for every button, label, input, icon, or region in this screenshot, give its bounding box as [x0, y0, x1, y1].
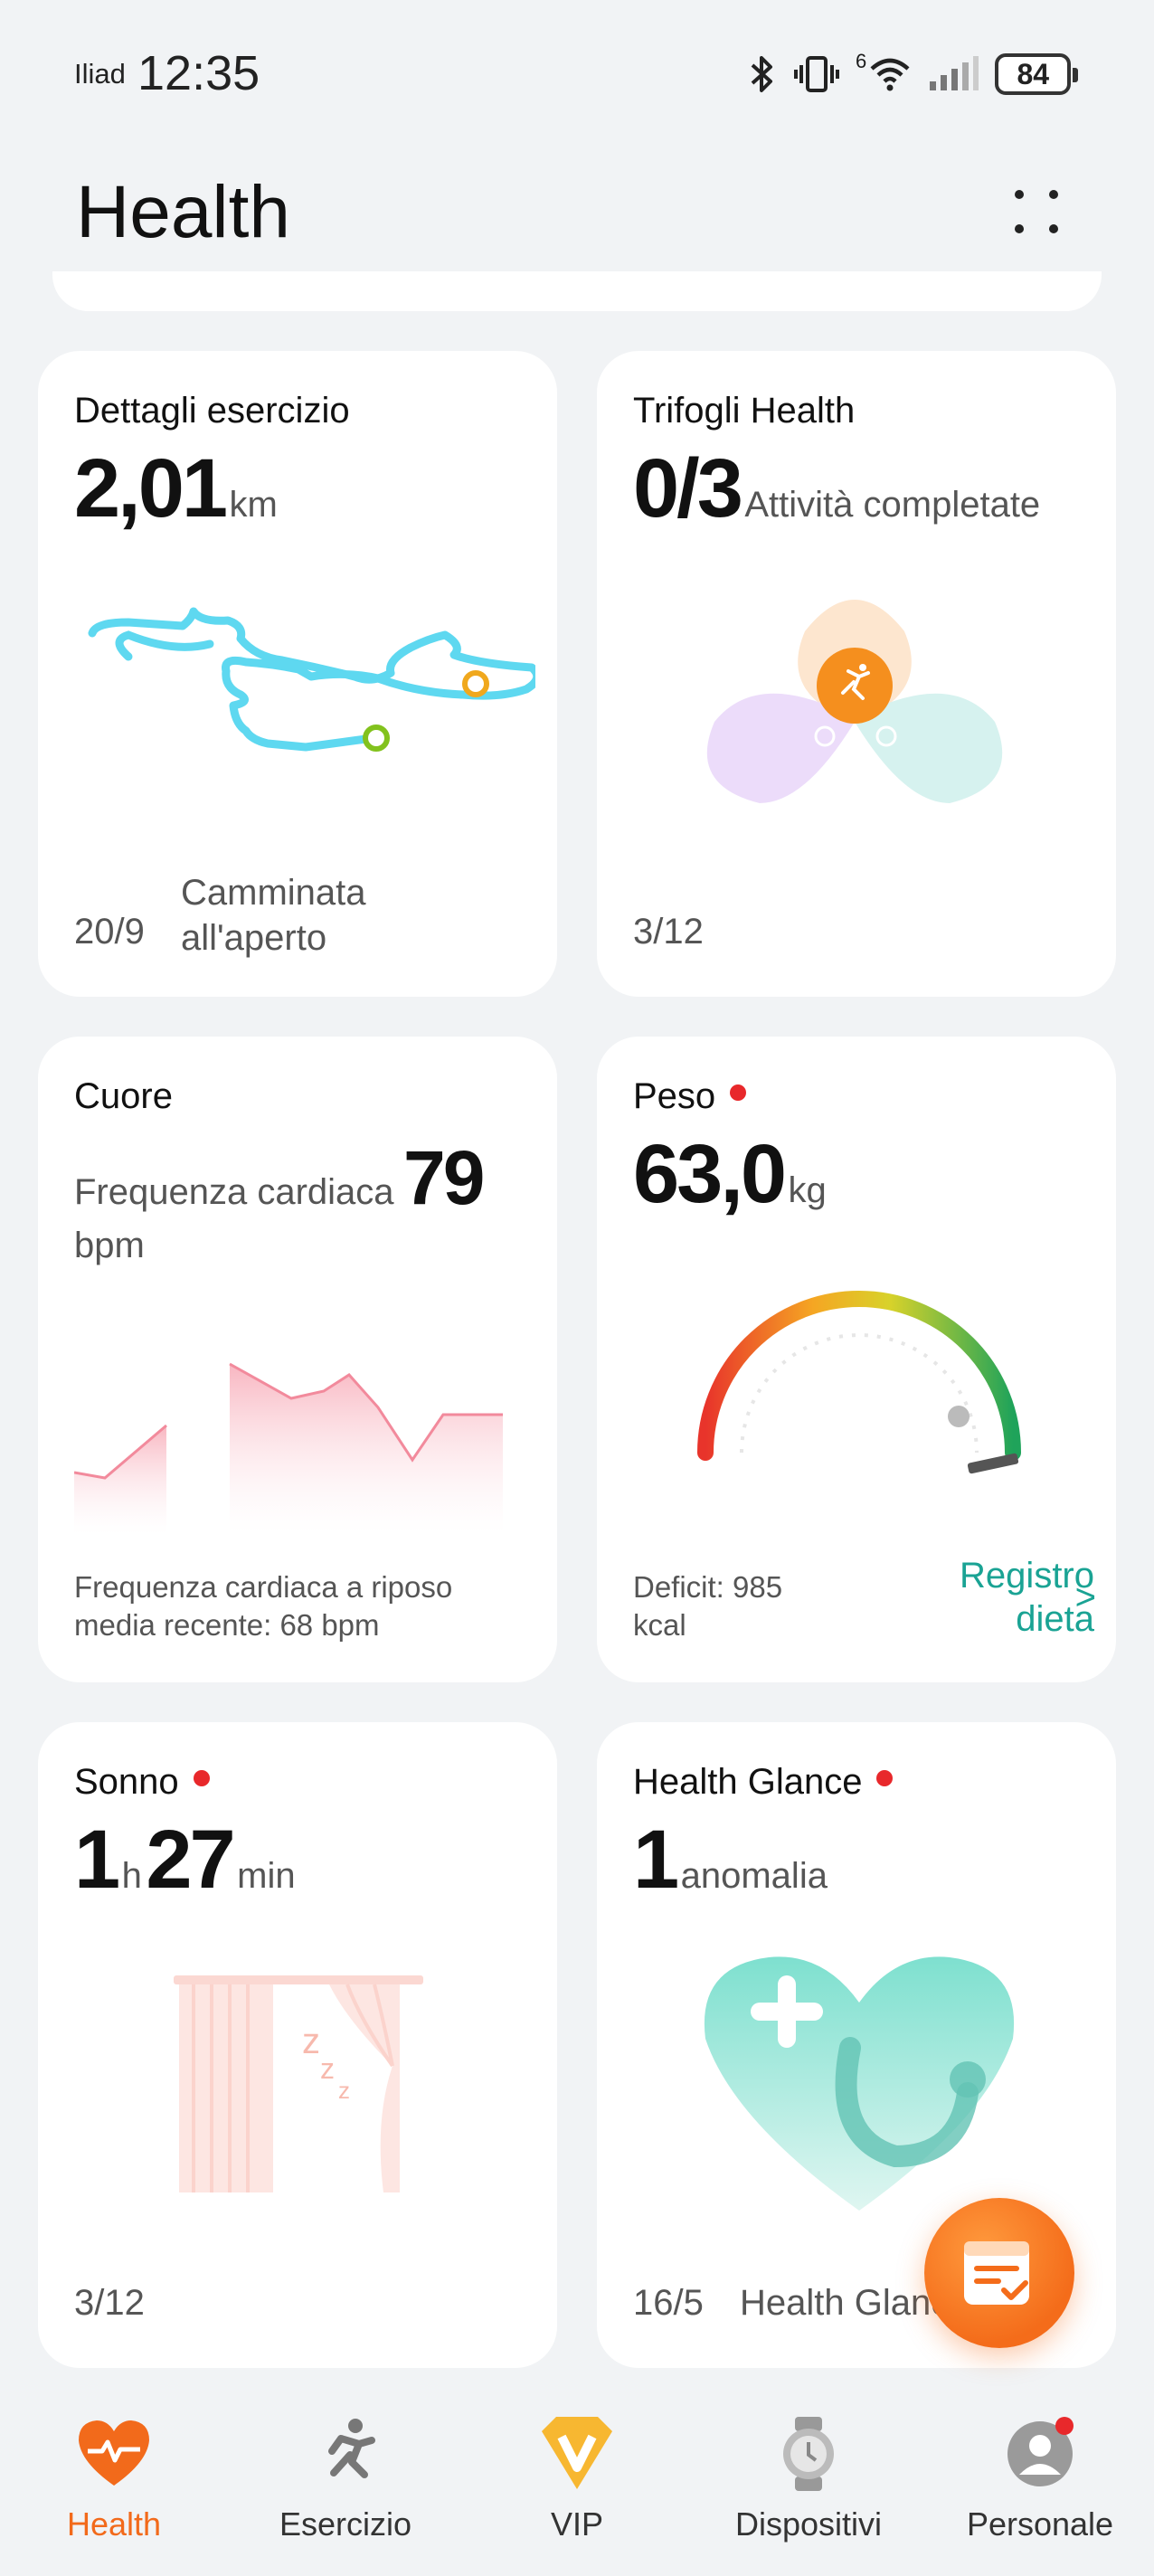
calorie-deficit: Deficit: 985 kcal: [633, 1568, 782, 1644]
page-title: Health: [76, 171, 291, 253]
heart-rate-reading: Frequenza cardiaca 79 bpm: [74, 1134, 535, 1266]
weight-reading: 63,0 kg: [633, 1127, 827, 1222]
tab-health[interactable]: Health: [14, 2370, 213, 2543]
diet-link-line2: dieta: [1016, 1599, 1094, 1639]
trefoil-unit: Attività completate: [744, 485, 1041, 525]
distance-value: 2,01: [74, 442, 228, 535]
sleep-minutes-unit: min: [237, 1856, 296, 1896]
carrier-label: Iliad: [74, 58, 126, 90]
smartwatch-icon: [768, 2413, 849, 2495]
sleep-card[interactable]: Sonno 1 h 27 min z z z 3/12: [38, 1722, 557, 2368]
diet-log-link[interactable]: Registro dieta >: [868, 1554, 1096, 1641]
sleep-duration: 1 h 27 min: [74, 1813, 296, 1908]
diary-fab-button[interactable]: [924, 2198, 1074, 2348]
tab-label: Personale: [966, 2505, 1114, 2543]
weight-gauge-icon: [697, 1291, 1021, 1474]
trefoil-value: 0/3: [633, 442, 743, 535]
exercise-distance: 2,01 km: [74, 441, 278, 536]
notepad-check-icon: [964, 2241, 1029, 2305]
sleep-date: 3/12: [74, 2283, 145, 2323]
heart-rate-unit: bpm: [74, 1226, 145, 1265]
tab-label: Dispositivi: [734, 2505, 883, 2543]
card-title: Trifogli Health: [633, 391, 856, 431]
more-menu-button[interactable]: [1007, 185, 1065, 242]
tab-vip[interactable]: VIP: [478, 2370, 676, 2543]
collapsed-card-edge: [52, 271, 1102, 311]
tab-label: VIP: [550, 2505, 604, 2543]
weight-value: 63,0: [633, 1128, 787, 1220]
tab-dispositivi[interactable]: Dispositivi: [709, 2370, 908, 2543]
tab-label: Esercizio: [279, 2505, 412, 2543]
sleep-hours: 1: [74, 1814, 120, 1906]
exercise-activity: Camminata all'aperto: [181, 870, 366, 961]
diet-link-line1: Registro: [960, 1556, 1094, 1596]
tab-label: Health: [66, 2505, 162, 2543]
heart-pulse-icon: [73, 2413, 155, 2495]
glance-anomalies: 1 anomalia: [633, 1813, 828, 1908]
heart-rate-label: Frequenza cardiaca: [74, 1172, 394, 1212]
distance-unit: km: [229, 485, 278, 525]
heart-stethoscope-icon: [704, 1956, 1015, 2211]
sleep-title: Sonno: [74, 1762, 179, 1802]
avatar-icon: [999, 2413, 1081, 2495]
card-title: Cuore: [74, 1076, 173, 1116]
clock: 12:35: [137, 46, 260, 100]
sleep-minutes: 27: [146, 1814, 235, 1906]
notification-dot: [876, 1770, 894, 1787]
trefoil-rings-icon: [706, 600, 1003, 803]
status-bar: Iliad 12:35 6 84: [0, 0, 1154, 145]
tab-esercizio[interactable]: Esercizio: [246, 2370, 445, 2543]
glance-date: 16/5: [633, 2283, 704, 2323]
anomaly-count: 1: [633, 1814, 679, 1906]
notification-dot: [730, 1084, 747, 1102]
svg-text:z: z: [320, 2052, 335, 2085]
weight-card[interactable]: Peso 63,0 kg Deficit: 985 kcal Registro …: [597, 1037, 1116, 1682]
weight-unit: kg: [788, 1170, 827, 1210]
route-map-icon: [88, 607, 535, 752]
bottom-tab-bar: Health Esercizio VIP Dispositivi Persona…: [0, 2370, 1154, 2576]
card-title: Health Glance: [633, 1762, 894, 1803]
exercise-date: 20/9: [74, 912, 145, 952]
status-icons: 6 84: [747, 47, 1079, 101]
svg-text:z: z: [338, 2077, 350, 2104]
heart-rate-value: 79: [403, 1135, 485, 1220]
bluetooth-icon: [751, 56, 772, 92]
wifi-icon: [870, 58, 910, 91]
signal-icon: [930, 56, 979, 90]
glance-title: Health Glance: [633, 1762, 863, 1802]
vip-badge-icon: [536, 2413, 618, 2495]
weight-title: Peso: [633, 1076, 716, 1116]
vibrate-icon: [794, 56, 839, 92]
card-title: Dettagli esercizio: [74, 391, 350, 431]
resting-line2: media recente: 68 bpm: [74, 1608, 380, 1642]
deficit-line2: kcal: [633, 1608, 686, 1642]
network-type-label: 6: [856, 50, 867, 72]
exercise-details-card[interactable]: Dettagli esercizio 2,01 km 20/9 Camminat…: [38, 351, 557, 997]
activity-line2: all'aperto: [181, 918, 327, 958]
activity-line1: Camminata: [181, 873, 366, 913]
chevron-right-icon: >: [1074, 1577, 1096, 1617]
card-title: Sonno: [74, 1762, 210, 1803]
deficit-line1: Deficit: 985: [633, 1570, 783, 1604]
battery-icon: 84: [995, 53, 1079, 95]
running-person-icon: [305, 2413, 386, 2495]
trefoil-date: 3/12: [633, 912, 704, 952]
heart-rate-chart: [74, 1362, 503, 1534]
anomaly-unit: anomalia: [680, 1856, 828, 1896]
trefoil-progress: 0/3 Attività completate: [633, 441, 1040, 536]
health-trefoil-card[interactable]: Trifogli Health 0/3 Attività completate …: [597, 351, 1116, 997]
sleep-hours-unit: h: [121, 1856, 142, 1896]
heart-card[interactable]: Cuore Frequenza cardiaca 79 bpm Frequenz…: [38, 1037, 557, 1682]
sleep-curtain-icon: z z z: [174, 1975, 423, 2192]
resting-line1: Frequenza cardiaca a riposo: [74, 1570, 453, 1604]
resting-heart-rate: Frequenza cardiaca a riposo media recent…: [74, 1568, 452, 1644]
battery-level: 84: [1017, 57, 1050, 90]
svg-text:z: z: [302, 2022, 320, 2061]
tab-personale[interactable]: Personale: [941, 2370, 1140, 2543]
card-title: Peso: [633, 1076, 747, 1117]
notification-dot: [193, 1770, 210, 1787]
